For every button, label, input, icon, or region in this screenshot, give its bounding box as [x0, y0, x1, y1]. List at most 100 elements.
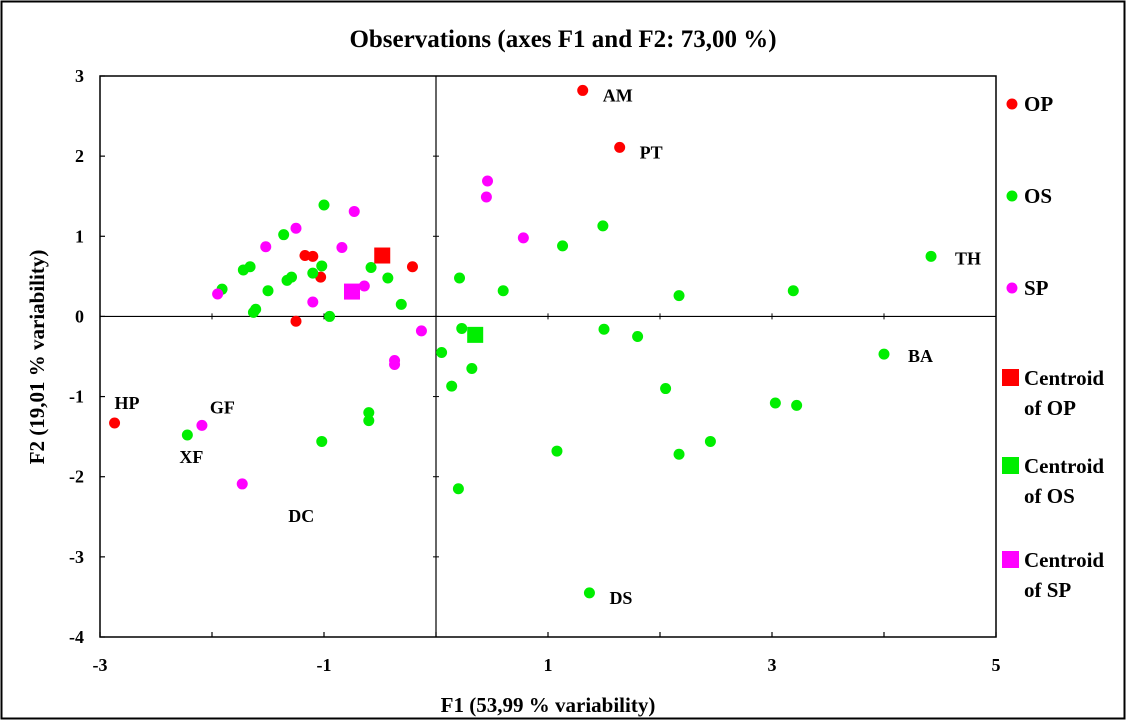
data-point	[452, 483, 464, 495]
data-point	[324, 310, 336, 322]
data-point	[109, 417, 121, 429]
x-tick-label: 3	[768, 655, 777, 675]
y-axis-label: F2 (19,01 % variability)	[25, 250, 49, 465]
data-point	[551, 445, 563, 457]
point-label: DC	[288, 506, 314, 526]
data-point	[316, 435, 328, 447]
data-point	[673, 290, 685, 302]
data-point	[614, 141, 626, 153]
points-layer	[109, 84, 937, 599]
data-point	[704, 435, 716, 447]
data-point	[290, 222, 302, 234]
data-point	[250, 303, 262, 315]
data-point	[244, 261, 256, 273]
data-point	[497, 285, 509, 297]
data-point	[583, 587, 595, 599]
centroid-marker	[374, 247, 391, 264]
legend-marker	[1006, 282, 1018, 294]
data-point	[181, 429, 193, 441]
data-point	[382, 272, 394, 284]
point-label: DS	[609, 588, 632, 608]
data-point	[466, 363, 478, 375]
x-axis-label: F1 (53,99 % variability)	[441, 693, 656, 717]
data-point	[307, 267, 319, 279]
data-point	[290, 315, 302, 327]
data-point	[415, 325, 427, 337]
data-point	[318, 199, 330, 211]
legend: OP OS SP Centroid of OP Centroid of OS Centroid…	[1002, 92, 1104, 602]
data-point	[436, 346, 448, 358]
data-point	[336, 242, 348, 254]
data-point	[395, 298, 407, 310]
y-tick-label: 1	[75, 226, 84, 246]
legend-label: Centroid	[1024, 454, 1104, 478]
y-tick-label: -1	[69, 387, 84, 407]
data-point	[632, 330, 644, 342]
data-point	[557, 240, 569, 252]
x-tick-label: -1	[317, 655, 332, 675]
point-labels-layer: AM PT HP TH BA DS XF GF DC	[115, 85, 981, 607]
legend-label: of SP	[1024, 578, 1071, 602]
point-label: HP	[115, 393, 140, 413]
data-point	[316, 260, 328, 272]
x-tick-label: -3	[93, 655, 108, 675]
point-label: BA	[908, 346, 933, 366]
legend-marker	[1006, 190, 1018, 202]
axes-layer: 3 2 1 0 -1 -2 -3 -4 -3 -1 1 3 5	[69, 66, 1001, 675]
data-point	[307, 250, 319, 262]
data-point	[278, 229, 290, 241]
data-point	[262, 285, 274, 297]
data-point	[307, 296, 319, 308]
data-point	[363, 407, 375, 419]
x-tick-label: 5	[992, 655, 1001, 675]
data-point	[480, 191, 492, 203]
data-point	[196, 419, 208, 431]
legend-label: OP	[1024, 92, 1053, 116]
y-tick-label: 3	[75, 66, 84, 86]
y-tick-label: -2	[69, 467, 84, 487]
data-point	[406, 261, 418, 273]
data-point	[236, 478, 248, 490]
data-point	[365, 262, 377, 274]
legend-label: Centroid	[1024, 366, 1104, 390]
chart-title: Observations (axes F1 and F2: 73,00 %)	[349, 26, 776, 53]
data-point	[787, 285, 799, 297]
data-point	[791, 399, 803, 411]
centroid-marker	[467, 326, 484, 343]
legend-marker	[1006, 98, 1018, 110]
data-point	[286, 271, 298, 283]
data-point	[769, 397, 781, 409]
data-point	[878, 348, 890, 360]
data-point	[577, 84, 589, 96]
point-label: PT	[640, 142, 663, 162]
data-point	[456, 322, 468, 334]
point-label: XF	[179, 447, 203, 467]
centroid-marker	[344, 283, 360, 300]
legend-marker	[1002, 369, 1019, 386]
point-label: TH	[955, 248, 981, 268]
data-point	[212, 288, 224, 300]
data-point	[454, 272, 466, 284]
data-point	[446, 380, 458, 392]
legend-label: of OP	[1024, 396, 1076, 420]
legend-label: SP	[1024, 276, 1049, 300]
legend-marker	[1002, 551, 1019, 568]
data-point	[597, 220, 609, 232]
y-tick-label: 0	[75, 306, 84, 326]
legend-marker	[1002, 457, 1019, 474]
data-point	[260, 241, 272, 253]
data-point	[598, 323, 610, 335]
y-tick-label: -4	[69, 627, 84, 647]
y-tick-label: -3	[69, 547, 84, 567]
data-point	[517, 232, 529, 244]
legend-label: OS	[1024, 184, 1052, 208]
point-label: GF	[210, 397, 235, 417]
x-tick-label: 1	[544, 655, 553, 675]
legend-label: Centroid	[1024, 548, 1104, 572]
data-point	[348, 205, 360, 217]
legend-label: of OS	[1024, 484, 1075, 508]
data-point	[673, 448, 685, 460]
